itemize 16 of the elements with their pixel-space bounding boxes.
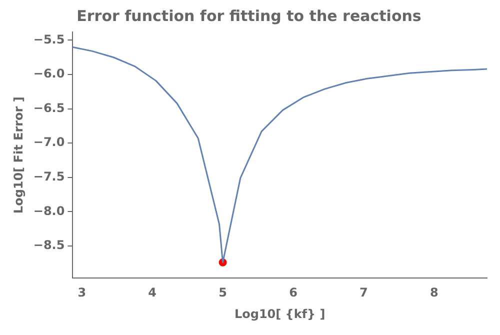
y-tick-label: −7.0 xyxy=(33,135,65,150)
x-tick-label: 4 xyxy=(148,286,157,300)
y-tick-label: −8.5 xyxy=(33,238,65,252)
y-tick-label: −6.0 xyxy=(33,66,65,81)
y-tick-label: −5.5 xyxy=(33,32,65,46)
x-tick-label: 7 xyxy=(360,286,368,300)
x-tick-label: 8 xyxy=(430,286,438,300)
x-axis-title: Log10[ {kf} ] xyxy=(234,306,326,321)
y-tick-label: −8.0 xyxy=(33,204,65,218)
x-tick-label: 5 xyxy=(218,286,227,300)
y-tick-label: −6.5 xyxy=(33,100,65,115)
x-tick-label: 6 xyxy=(289,286,298,300)
chart-title: Error function for fitting to the reactions xyxy=(76,6,422,25)
y-axis-title: Log10[ Fit Error ] xyxy=(11,96,26,214)
y-tick-label: −7.5 xyxy=(33,170,65,184)
x-tick-label: 3 xyxy=(78,286,86,300)
